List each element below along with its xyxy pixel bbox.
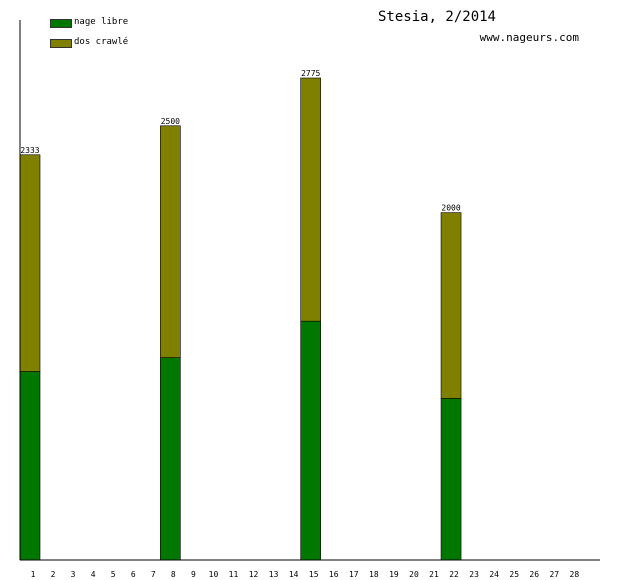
bar-dos-crawle-8 (160, 125, 181, 358)
data-label-total-15: 2775 (301, 69, 320, 78)
bar-dos-crawle-22 (440, 212, 462, 399)
chart-title: Stesia, 2/2014 (377, 9, 496, 25)
data-label-total-22: 2000 (441, 204, 460, 213)
x-tick-label-13: 13 (269, 570, 279, 579)
x-tick-label-27: 27 (549, 570, 559, 579)
legend-label-nage-libre: nage libre (74, 17, 129, 27)
x-tick-label-17: 17 (349, 570, 359, 579)
x-tick-label-22: 22 (449, 570, 459, 579)
x-tick-label-25: 25 (509, 570, 519, 579)
x-tick-label-16: 16 (329, 570, 339, 579)
x-tick-label-14: 14 (289, 570, 299, 579)
x-tick-label-12: 12 (249, 570, 259, 579)
bar-dos-crawle-15 (300, 77, 322, 322)
x-tick-label-20: 20 (409, 570, 419, 579)
x-tick-label-26: 26 (529, 570, 539, 579)
bar-nage-libre-1 (19, 371, 41, 561)
x-tick-label-28: 28 (570, 570, 580, 579)
x-tick-label-15: 15 (309, 570, 319, 579)
x-tick-label-11: 11 (229, 570, 239, 579)
x-tick-label-6: 6 (131, 570, 136, 579)
bar-dos-crawle-1 (19, 154, 41, 372)
x-tick-label-21: 21 (429, 570, 439, 579)
legend-swatch-dos-crawle (50, 39, 72, 48)
site-url: www.nageurs.com (479, 31, 579, 44)
data-label-total-1: 2333 (20, 146, 39, 155)
x-tick-label-1: 1 (31, 570, 36, 579)
bar-nage-libre-8 (160, 357, 181, 561)
x-tick-label-3: 3 (71, 570, 76, 579)
x-tick-label-19: 19 (389, 570, 399, 579)
legend-swatch-nage-libre (50, 19, 72, 28)
x-tick-label-24: 24 (489, 570, 499, 579)
x-tick-label-18: 18 (369, 570, 379, 579)
x-tick-label-4: 4 (91, 570, 96, 579)
x-tick-label-23: 23 (469, 570, 479, 579)
x-tick-label-5: 5 (111, 570, 116, 579)
x-tick-label-7: 7 (151, 570, 156, 579)
legend-label-dos-crawle: dos crawlé (74, 37, 129, 47)
x-tick-label-2: 2 (51, 570, 56, 579)
bar-nage-libre-22 (440, 398, 462, 561)
x-tick-label-9: 9 (191, 570, 196, 579)
x-tick-label-8: 8 (171, 570, 176, 579)
data-label-total-8: 2500 (161, 117, 180, 126)
bar-nage-libre-15 (300, 320, 322, 561)
x-tick-label-10: 10 (209, 570, 219, 579)
